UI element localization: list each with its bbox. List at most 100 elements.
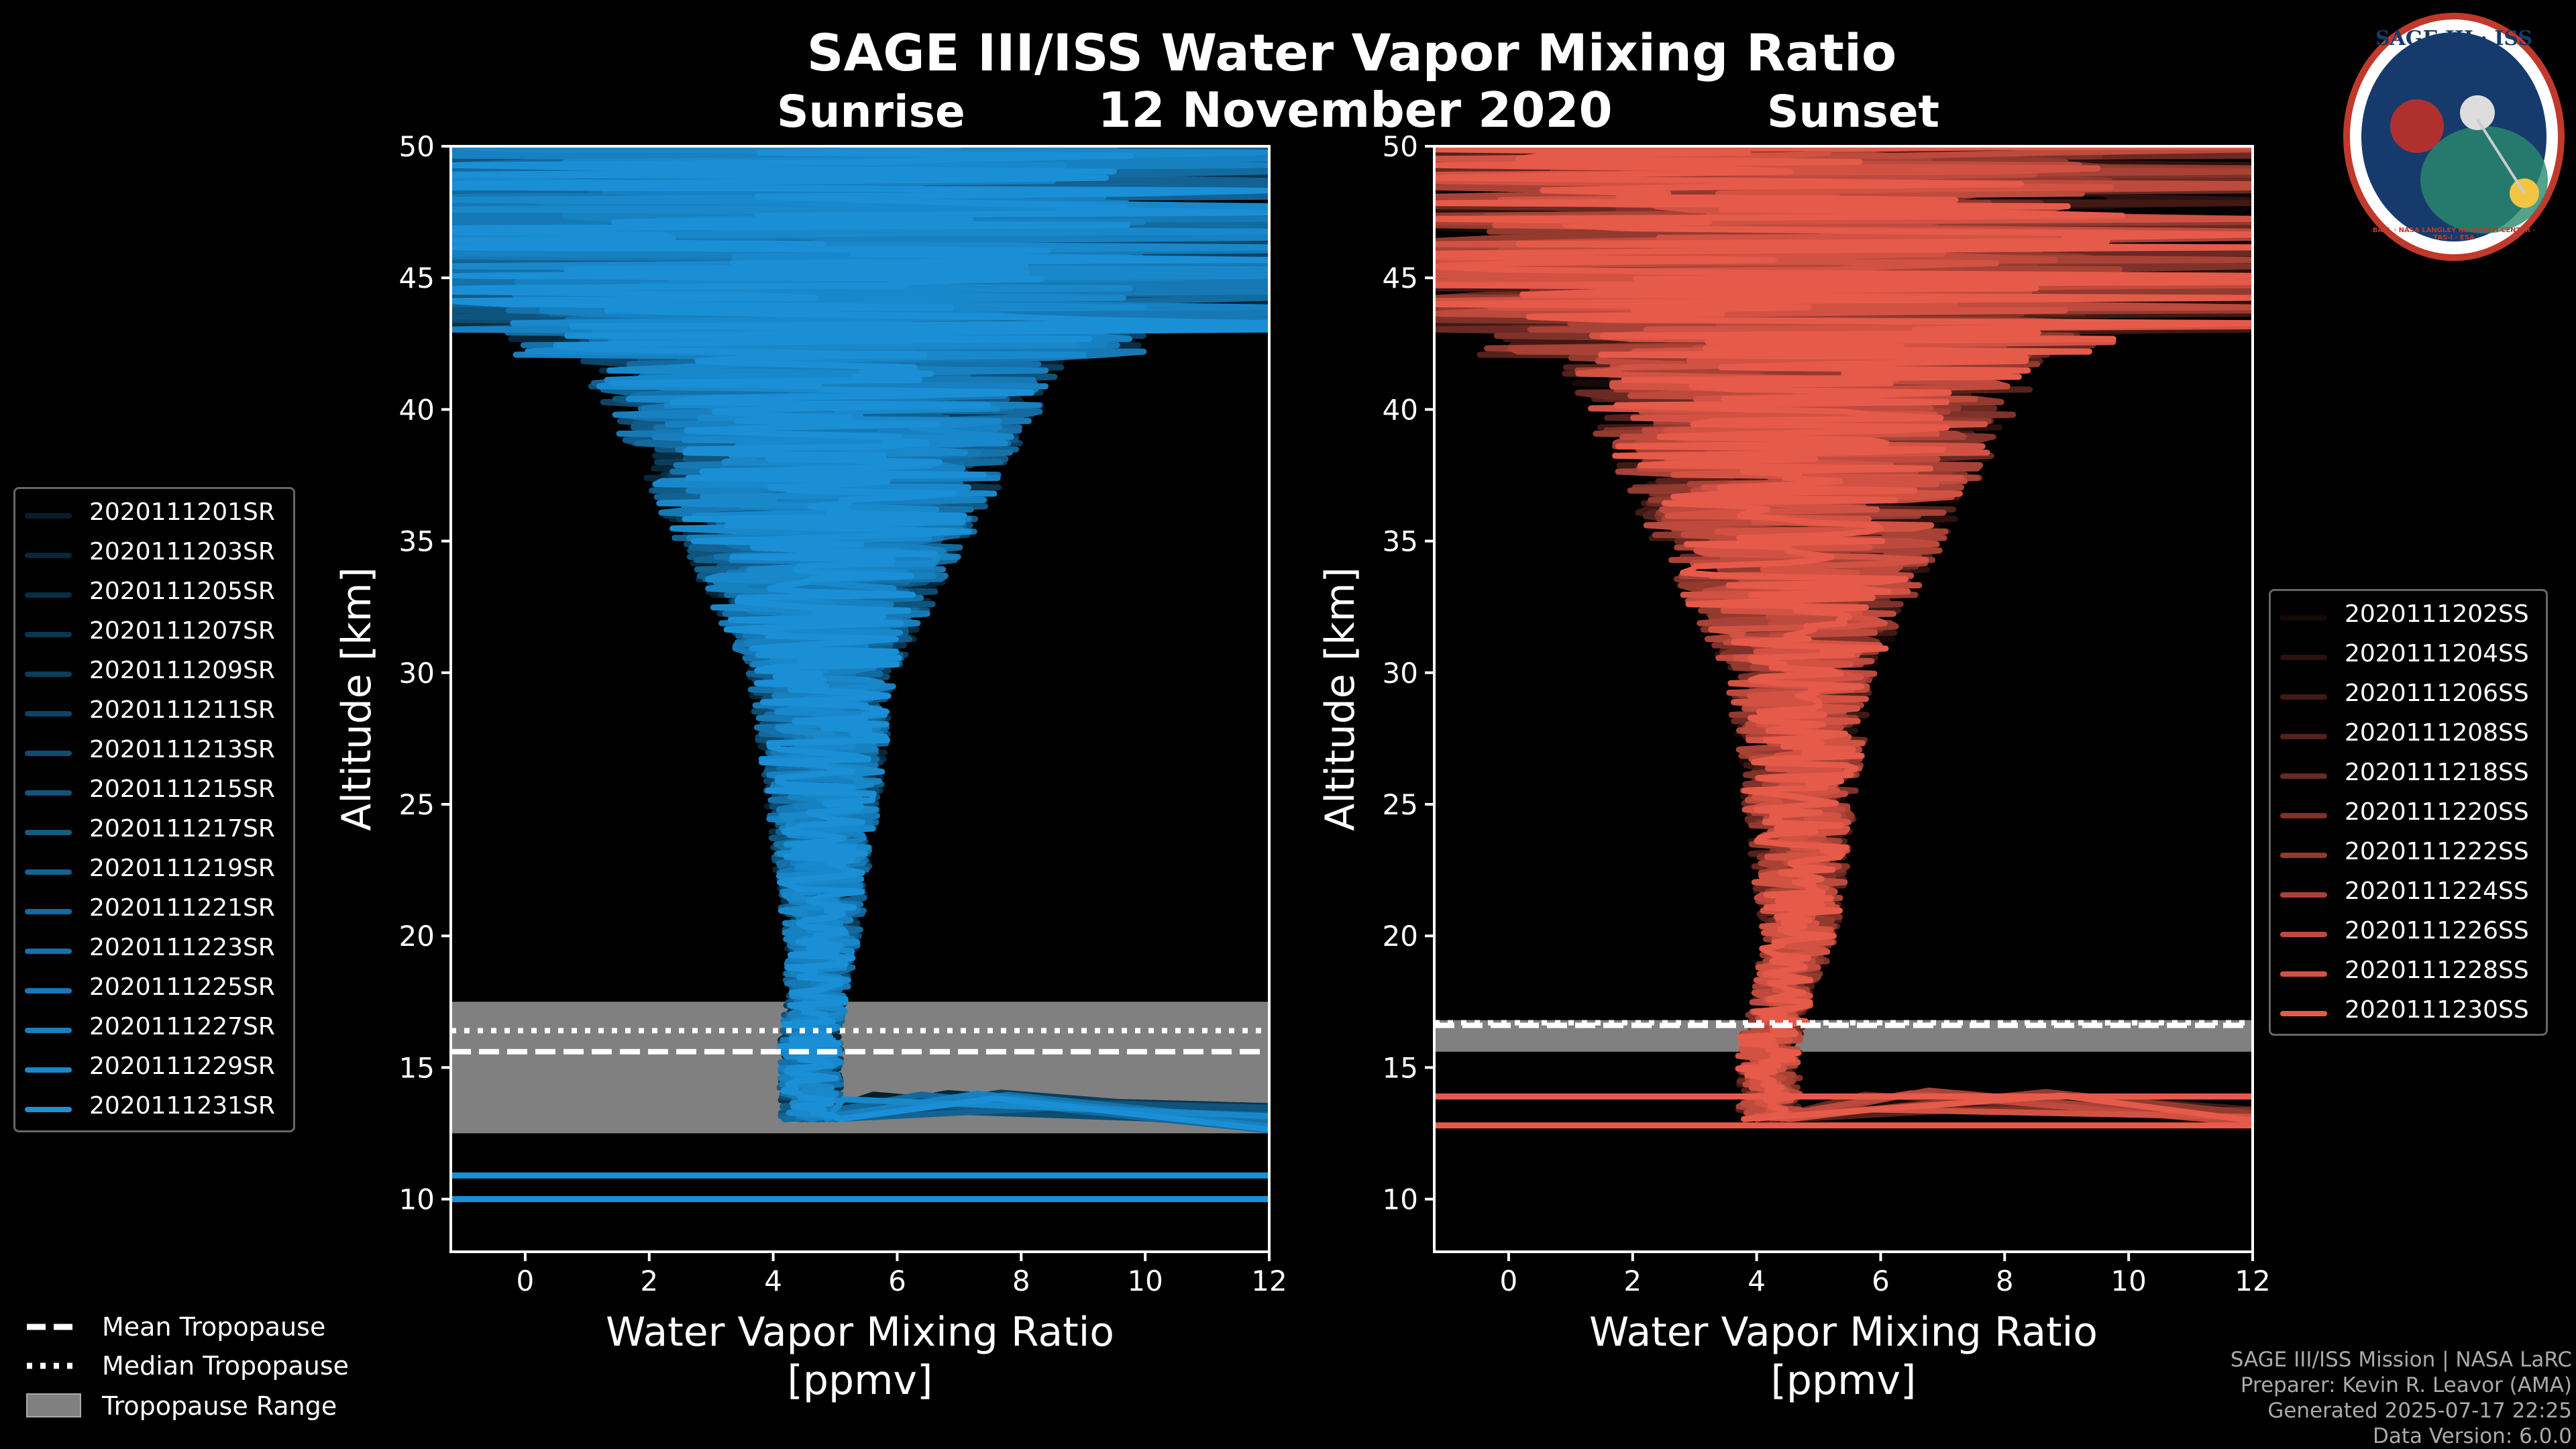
legend-swatch (2280, 932, 2327, 937)
legend-swatch (2280, 773, 2327, 779)
legend-label: 2020111207SR (89, 617, 275, 645)
tropopause-legend-symbols (26, 1324, 81, 1417)
sunset-subtitle: Sunset (1767, 86, 1940, 138)
y-tick-label: 30 (1383, 657, 1418, 690)
y-tick-label: 25 (399, 788, 435, 821)
median-tropopause-label: Median Tropopause (102, 1351, 349, 1381)
credit-generated: Generated 2025-07-17 22:25 (2267, 1399, 2572, 1423)
legend-label: 2020111222SS (2345, 838, 2529, 865)
y-tick-label: 30 (399, 657, 435, 690)
x-axis-label: Water Vapor Mixing Ratio (606, 1309, 1114, 1356)
legend-label: 2020111231SR (89, 1092, 275, 1120)
y-tick-label: 15 (399, 1051, 435, 1084)
legend-label: 2020111220SS (2345, 798, 2529, 826)
x-tick-label: 8 (1996, 1265, 2014, 1297)
y-tick-label: 50 (1383, 130, 1418, 163)
legend-label: 2020111211SR (89, 696, 275, 724)
legend-label: 2020111217SR (89, 815, 275, 843)
legend-swatch (2280, 853, 2327, 858)
x-tick-label: 8 (1012, 1265, 1030, 1297)
legend-label: 2020111224SS (2345, 877, 2529, 905)
x-tick-label: 10 (1127, 1265, 1163, 1297)
legend-swatch (25, 513, 72, 519)
plot-frame (449, 145, 1271, 1253)
y-tick-label: 10 (1383, 1183, 1418, 1216)
x-tick-label: 2 (1623, 1265, 1642, 1297)
tropopause-range-label: Tropopause Range (102, 1391, 337, 1421)
legend-swatch (25, 949, 72, 954)
y-axis-label: Altitude [km] (1317, 567, 1364, 831)
legend-label: 2020111206SS (2345, 680, 2529, 707)
legend-swatch (25, 869, 72, 875)
legend-swatch (2280, 892, 2327, 898)
legend-label: 2020111205SR (89, 578, 275, 605)
legend-swatch (25, 790, 72, 796)
legend-swatch (25, 711, 72, 716)
y-tick-label: 25 (1383, 788, 1418, 821)
legend-label: 2020111228SS (2345, 957, 2529, 984)
legend-swatch (25, 632, 72, 637)
mean-tropopause-label: Mean Tropopause (102, 1312, 326, 1342)
plot-frame (1433, 145, 2254, 1253)
x-tick-label: 4 (764, 1265, 782, 1297)
x-tick-label: 2 (640, 1265, 658, 1297)
x-tick-label: 10 (2110, 1265, 2146, 1297)
legend-swatch (25, 830, 72, 835)
legend-label: 2020111219SR (89, 855, 275, 882)
chart-title: SAGE III/ISS Water Vapor Mixing Ratio (806, 23, 1897, 83)
legend-swatch (25, 553, 72, 558)
legend-swatch (2280, 615, 2327, 621)
profile-line-2020111230SS (1434, 146, 2253, 1124)
sunrise-subtitle: Sunrise (777, 86, 965, 138)
legend-swatch (25, 751, 72, 756)
legend-label: 2020111226SS (2345, 917, 2529, 945)
x-tick-label: 6 (888, 1265, 906, 1297)
legend-swatch (25, 909, 72, 914)
sunset-legend: 2020111202SS 2020111204SS 2020111206SS 2020… (2269, 589, 2548, 1036)
y-tick-label: 35 (399, 525, 435, 558)
legend-swatch (25, 988, 72, 994)
legend-label: 2020111223SR (89, 934, 275, 961)
y-tick-label: 45 (1383, 262, 1418, 294)
legend-swatch (25, 1028, 72, 1033)
x-tick-label: 4 (1748, 1265, 1766, 1297)
legend-label: 2020111202SS (2345, 600, 2529, 628)
legend-swatch (2280, 694, 2327, 700)
legend-label: 2020111221SR (89, 894, 275, 922)
legend-swatch (2280, 655, 2327, 660)
sunrise-panel: 0 2 4 6 8 10 12 10 15 20 25 30 35 40 45 50 Water Vapor M… (333, 130, 1287, 1404)
legend-swatch (2280, 1011, 2327, 1016)
y-tick-label: 15 (1383, 1051, 1418, 1084)
x-tick-label: 0 (517, 1265, 535, 1297)
y-tick-label: 10 (399, 1183, 435, 1216)
x-tick-label: 0 (1500, 1265, 1518, 1297)
legend-swatch (2280, 971, 2327, 977)
credits: SAGE III/ISS Mission | NASA LaRC Prepare… (2231, 1347, 2572, 1449)
x-tick-label: 12 (1251, 1265, 1287, 1297)
y-tick-label: 40 (1383, 393, 1418, 426)
y-tick-label: 20 (399, 920, 435, 953)
y-tick-label: 20 (1383, 920, 1418, 953)
legend-label: 2020111208SS (2345, 719, 2529, 747)
y-tick-label: 50 (399, 130, 435, 163)
legend-label: 2020111225SR (89, 973, 275, 1001)
credit-version: Data Version: 6.0.0 (2372, 1424, 2572, 1448)
legend-label: 2020111227SR (89, 1013, 275, 1040)
legend-swatch (25, 592, 72, 598)
x-tick-label: 6 (1872, 1265, 1890, 1297)
y-axis-label: Altitude [km] (333, 567, 380, 831)
sage-iii-iss-logo: SAGE III · ISS BALL · NASA LANGLEY RESEA… (2343, 12, 2565, 262)
logo-ring-text: BALL · NASA LANGLEY RESEARCH CENTER · TA… (2372, 227, 2536, 241)
y-tick-label: 45 (399, 262, 435, 294)
y-tick-label: 40 (399, 393, 435, 426)
logo-title: SAGE III · ISS (2375, 27, 2532, 50)
legend-swatch (25, 1107, 72, 1112)
y-tick-label: 35 (1383, 525, 1418, 558)
legend-label: 2020111203SR (89, 538, 275, 566)
legend-label: 2020111215SR (89, 775, 275, 803)
sunrise-legend: 2020111201SR 2020111203SR 2020111205SR 2020… (13, 487, 295, 1132)
credit-preparer: Preparer: Kevin R. Leavor (AMA) (2240, 1373, 2572, 1397)
date-label: 12 November 2020 (1097, 82, 1613, 138)
legend-swatch (25, 1067, 72, 1073)
